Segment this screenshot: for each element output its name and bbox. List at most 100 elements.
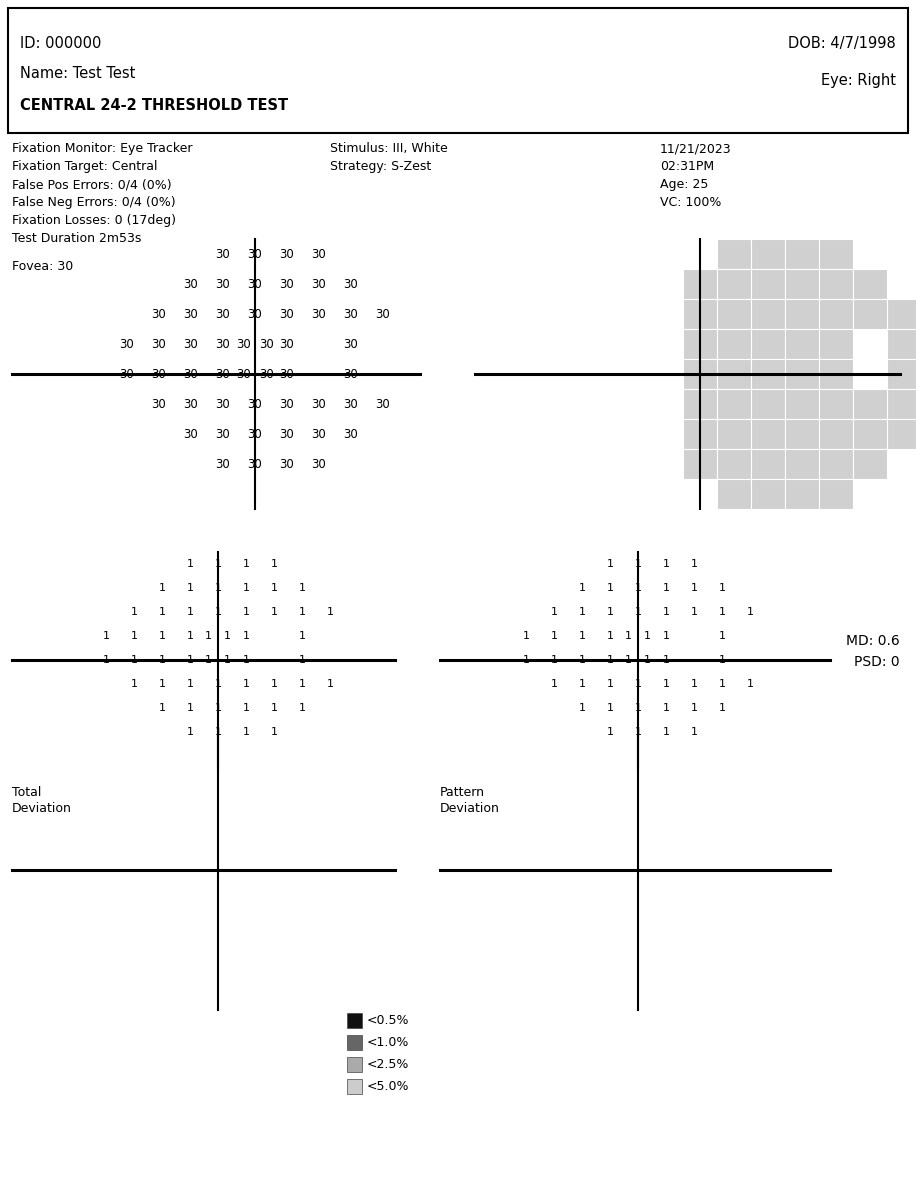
Text: 1: 1	[635, 559, 641, 569]
Text: DOB: 4/7/1998: DOB: 4/7/1998	[789, 36, 896, 50]
Bar	[887, 419, 916, 449]
Text: 1: 1	[224, 631, 232, 641]
Text: 1: 1	[158, 679, 166, 689]
Bar	[819, 269, 853, 299]
Text: 1: 1	[747, 607, 754, 617]
Text: 1: 1	[130, 679, 137, 689]
Bar	[751, 449, 785, 479]
Text: 30: 30	[376, 307, 390, 320]
Text: 30: 30	[183, 337, 199, 350]
Text: 30: 30	[183, 397, 199, 410]
Text: 30: 30	[311, 397, 326, 410]
Text: 1: 1	[158, 583, 166, 593]
Text: 30: 30	[344, 307, 358, 320]
Text: 1: 1	[635, 703, 641, 713]
Text: 30: 30	[247, 397, 262, 410]
Text: 1: 1	[691, 727, 697, 737]
Text: 30: 30	[183, 427, 199, 440]
Text: 30: 30	[215, 427, 231, 440]
Text: 1: 1	[243, 727, 249, 737]
Text: 1: 1	[606, 559, 614, 569]
Text: 1: 1	[662, 583, 670, 593]
Text: 1: 1	[214, 727, 222, 737]
Text: Stimulus: III, White: Stimulus: III, White	[330, 142, 448, 155]
Text: 30: 30	[215, 457, 231, 470]
Text: 1: 1	[579, 607, 585, 617]
Text: 30: 30	[152, 367, 167, 380]
Text: 30: 30	[247, 457, 262, 470]
Bar	[717, 479, 751, 509]
Text: 30: 30	[344, 367, 358, 380]
Text: 1: 1	[187, 655, 193, 665]
Bar	[785, 479, 819, 509]
Bar	[853, 389, 887, 419]
Text: 1: 1	[187, 607, 193, 617]
Text: Age: 25: Age: 25	[660, 178, 708, 191]
Text: 1: 1	[187, 583, 193, 593]
Text: 30: 30	[279, 247, 294, 260]
Bar	[751, 269, 785, 299]
Text: CENTRAL 24-2 THRESHOLD TEST: CENTRAL 24-2 THRESHOLD TEST	[20, 98, 289, 113]
Text: 1: 1	[299, 655, 306, 665]
Text: 02:31PM: 02:31PM	[660, 160, 714, 173]
Text: PSD: 0: PSD: 0	[855, 655, 900, 670]
Text: 1: 1	[747, 679, 754, 689]
Bar	[717, 449, 751, 479]
Text: 1: 1	[270, 607, 278, 617]
Text: 1: 1	[243, 679, 249, 689]
Bar	[8, 8, 908, 133]
Text: 1: 1	[579, 703, 585, 713]
Bar	[717, 359, 751, 389]
Text: 1: 1	[103, 655, 110, 665]
Bar	[717, 419, 751, 449]
Text: Test Duration 2m53s: Test Duration 2m53s	[12, 232, 141, 245]
Text: 1: 1	[214, 703, 222, 713]
Text: 1: 1	[158, 655, 166, 665]
Text: 30: 30	[279, 397, 294, 410]
Text: 1: 1	[522, 655, 529, 665]
Text: 1: 1	[551, 655, 558, 665]
Text: 1: 1	[606, 679, 614, 689]
Text: 1: 1	[270, 583, 278, 593]
Text: 30: 30	[183, 307, 199, 320]
Bar	[751, 359, 785, 389]
Text: 30: 30	[247, 307, 262, 320]
Bar	[785, 329, 819, 359]
Text: 1: 1	[158, 631, 166, 641]
Bar	[683, 389, 717, 419]
Text: 1: 1	[130, 631, 137, 641]
Text: 30: 30	[215, 367, 231, 380]
Text: 30: 30	[279, 277, 294, 290]
Text: False Pos Errors: 0/4 (0%): False Pos Errors: 0/4 (0%)	[12, 178, 171, 191]
Bar	[887, 359, 916, 389]
Text: 1: 1	[718, 631, 725, 641]
Text: 1: 1	[691, 583, 697, 593]
Text: 1: 1	[718, 655, 725, 665]
Text: 30: 30	[311, 247, 326, 260]
Text: 11/21/2023: 11/21/2023	[660, 142, 732, 155]
Text: 1: 1	[635, 607, 641, 617]
Text: Fovea: 30: Fovea: 30	[12, 260, 73, 272]
Bar	[347, 1034, 362, 1050]
Text: Name: Test Test: Name: Test Test	[20, 66, 136, 80]
Text: 1: 1	[551, 607, 558, 617]
Text: 1: 1	[243, 631, 249, 641]
Text: 1: 1	[662, 631, 670, 641]
Text: ID: 000000: ID: 000000	[20, 36, 102, 50]
Bar	[785, 299, 819, 329]
Bar	[751, 479, 785, 509]
Text: 1: 1	[662, 727, 670, 737]
Bar	[853, 419, 887, 449]
Bar	[683, 269, 717, 299]
Text: 1: 1	[606, 631, 614, 641]
Text: 1: 1	[204, 655, 212, 665]
Text: 1: 1	[691, 559, 697, 569]
Text: 1: 1	[662, 607, 670, 617]
Text: VC: 100%: VC: 100%	[660, 196, 722, 209]
Text: 30: 30	[311, 307, 326, 320]
Text: 1: 1	[299, 607, 306, 617]
Text: 1: 1	[718, 679, 725, 689]
Text: 1: 1	[579, 679, 585, 689]
Text: 1: 1	[635, 583, 641, 593]
Bar	[819, 389, 853, 419]
